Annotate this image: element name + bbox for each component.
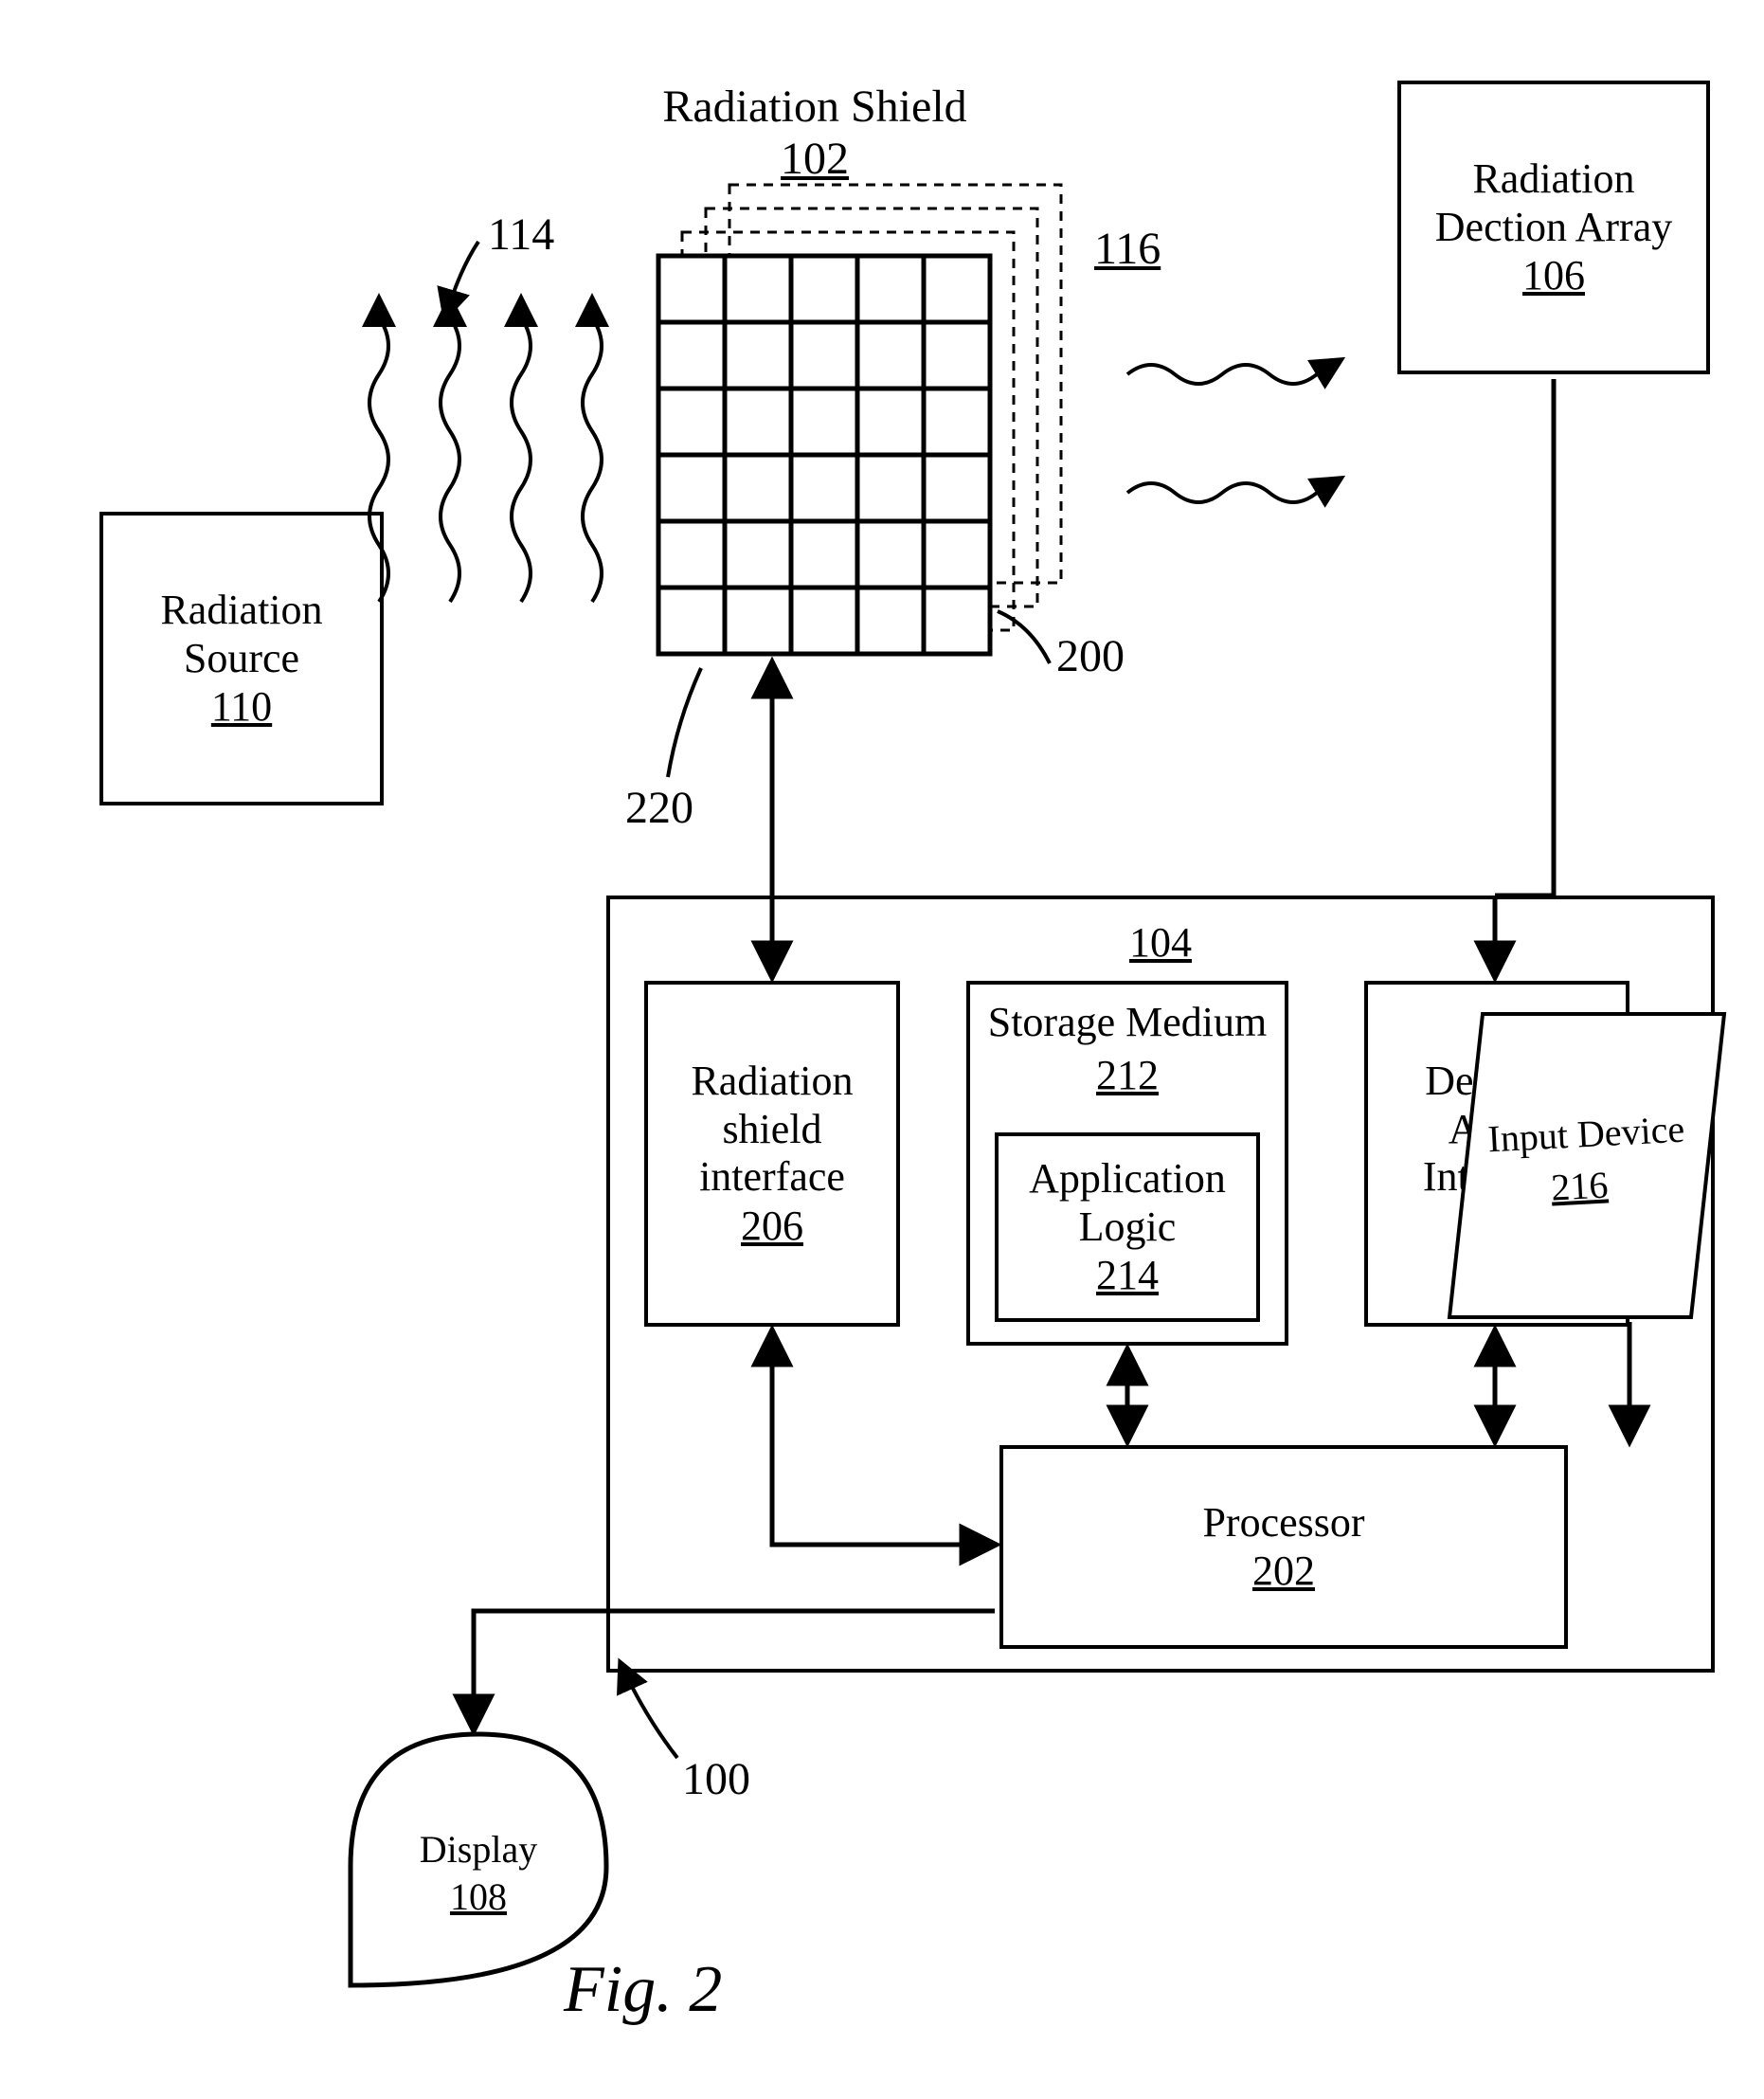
application-logic-label: ApplicationLogic (1029, 1155, 1226, 1251)
detection-array-label: RadiationDection Array (1435, 155, 1672, 251)
radiation-source-block: RadiationSource 110 (99, 512, 384, 805)
detector-interface-label: DetectorArrayInterface (1423, 1058, 1571, 1202)
figure-label: Fig. 2 (564, 1952, 722, 2028)
application-logic-ref: 214 (1096, 1251, 1159, 1299)
shield-title-label: Radiation Shield (662, 81, 966, 132)
ref-100: 100 (682, 1753, 750, 1805)
svg-text:Display: Display (420, 1828, 537, 1871)
shield-interface-label: Radiationshieldinterface (691, 1058, 853, 1202)
detection-array-ref: 106 (1522, 251, 1585, 299)
processor-label: Processor (1202, 1499, 1364, 1547)
display-ref: 108 (450, 1875, 507, 1918)
ref-200: 200 (1056, 630, 1125, 682)
detector-interface-ref: 208 (1466, 1202, 1528, 1250)
processor-ref: 202 (1252, 1547, 1315, 1595)
storage-medium-label: Storage Medium (988, 999, 1268, 1047)
application-logic-block: ApplicationLogic 214 (995, 1132, 1260, 1322)
ref-114: 114 (488, 208, 554, 261)
radiation-source-ref: 110 (211, 682, 272, 731)
radiation-waves-right (1127, 360, 1341, 502)
detector-interface-block: DetectorArrayInterface 208 (1364, 981, 1629, 1327)
detection-array-block: RadiationDection Array 106 (1397, 81, 1710, 374)
shield-grid (658, 185, 1061, 654)
ref-220: 220 (625, 782, 693, 834)
shield-title: Radiation Shield 102 (606, 81, 1023, 185)
display-block: Display 108 (351, 1734, 606, 1985)
radiation-source-label: RadiationSource (160, 587, 322, 682)
storage-medium-ref: 212 (1096, 1051, 1159, 1099)
controller-ref: 104 (1129, 918, 1192, 967)
radiation-waves-left (369, 299, 602, 602)
diagram-canvas: RadiationSource 110 RadiationDection Arr… (0, 0, 1764, 2099)
svg-text:108: 108 (450, 1875, 507, 1918)
display-label: Display (420, 1828, 537, 1871)
ref-116: 116 (1094, 223, 1161, 275)
processor-block: Processor 202 (999, 1445, 1568, 1649)
shield-interface-block: Radiationshieldinterface 206 (644, 981, 900, 1327)
shield-title-ref: 102 (781, 134, 849, 184)
shield-interface-ref: 206 (741, 1202, 803, 1250)
